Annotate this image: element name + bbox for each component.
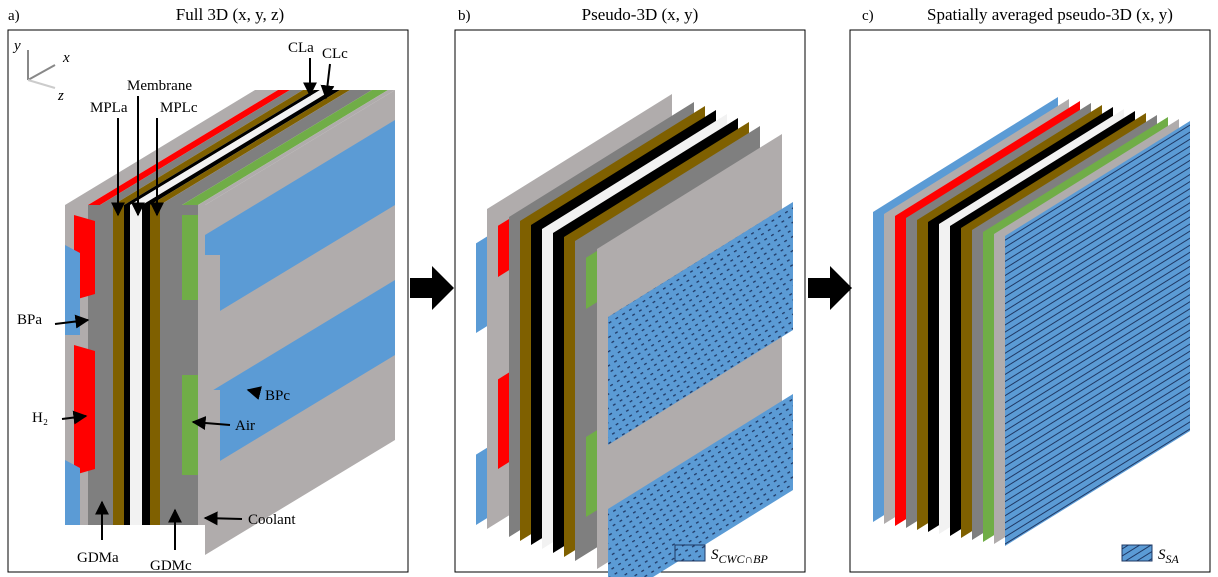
layer-front	[160, 205, 182, 525]
layer-label: GDMc	[150, 558, 192, 574]
figure: a) Full 3D (x, y, z) b) Pseudo-3D (x, y)…	[0, 0, 1218, 577]
flow-arrow	[808, 266, 852, 310]
axis-line	[28, 80, 55, 88]
page: a) Full 3D (x, y, z) b) Pseudo-3D (x, y)…	[0, 0, 1218, 577]
axis-line	[28, 65, 55, 80]
layer-label: Membrane	[127, 78, 192, 94]
layer-label: CLa	[288, 40, 314, 56]
axis-label: x	[62, 50, 70, 66]
layer-label: CLc	[322, 46, 348, 62]
layer-label: GDMa	[77, 550, 119, 566]
panel-tag: b)	[458, 8, 471, 24]
panel-tag: c)	[862, 8, 874, 24]
channel-wall	[205, 255, 220, 330]
axis-label: z	[57, 88, 64, 104]
layer-label: BPc	[265, 388, 290, 404]
axis-label: y	[12, 38, 21, 54]
layer-front	[142, 205, 150, 525]
coolant-channel	[65, 460, 80, 525]
legend-swatch	[1122, 545, 1152, 561]
layer-front	[124, 205, 130, 525]
air-channel	[182, 375, 198, 475]
layer-label: BPa	[17, 312, 42, 328]
flow-arrow	[410, 266, 454, 310]
layer-label: MPLc	[160, 100, 198, 116]
layer-label: Air	[235, 418, 255, 434]
layer-label: H₂	[32, 410, 48, 426]
channel-wall	[205, 390, 220, 470]
hydrogen-channel	[74, 345, 95, 475]
legend-label: SSA	[1158, 547, 1180, 566]
air-channel	[182, 215, 198, 300]
panel-title: Full 3D (x, y, z)	[176, 5, 284, 24]
layer-front	[113, 205, 124, 525]
layer-front	[150, 205, 160, 525]
layer-front	[198, 205, 205, 525]
layer-label: MPLa	[90, 100, 128, 116]
legend-subscript: CWC∩BP	[719, 552, 769, 566]
layer-front	[130, 205, 142, 525]
panel-title: Spatially averaged pseudo-3D (x, y)	[927, 5, 1173, 24]
panel-tag: a)	[8, 8, 20, 24]
legend-swatch	[675, 545, 705, 561]
legend-label: SCWC∩BP	[711, 547, 769, 566]
layer-front	[100, 205, 113, 525]
layer-label: Coolant	[248, 512, 296, 528]
label-arrow	[205, 518, 242, 519]
legend-subscript: SA	[1166, 552, 1180, 566]
panel-title: Pseudo-3D (x, y)	[582, 5, 699, 24]
